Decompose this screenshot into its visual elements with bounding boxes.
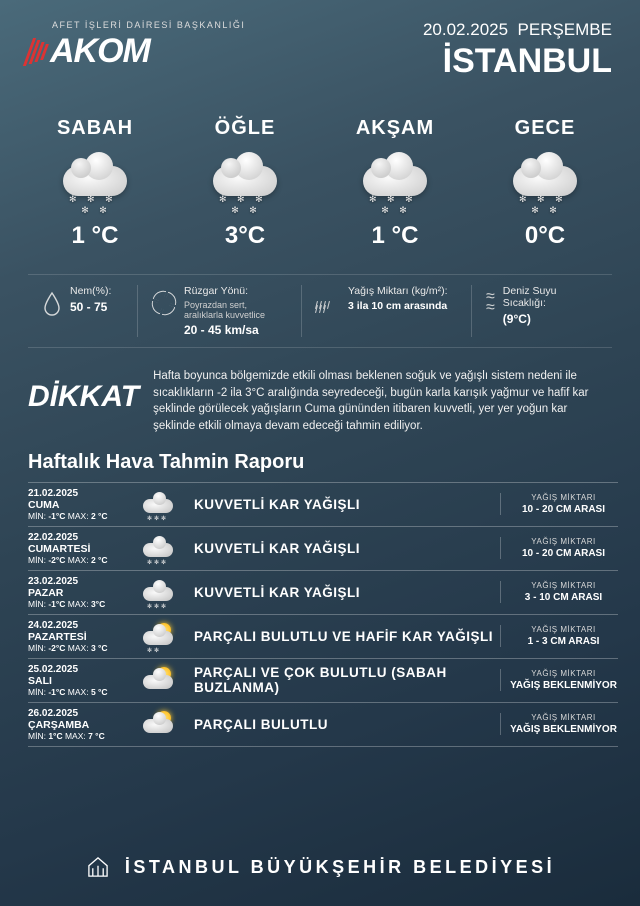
- logo: AKOM: [28, 32, 245, 71]
- cloud-snow-icon: ✻ ✻ ✻ ✻ ✻: [205, 154, 285, 210]
- logo-stripes-icon: [28, 38, 48, 66]
- dayname: PERŞEMBE: [518, 20, 612, 39]
- header: AFET İŞLERİ DAİRESİ BAŞKANLIĞI AKOM 20.0…: [0, 0, 640, 89]
- logo-block: AFET İŞLERİ DAİRESİ BAŞKANLIĞI AKOM: [28, 20, 245, 71]
- weekly-title: Haftalık Hava Tahmin Raporu: [0, 445, 640, 482]
- period-temp: 0°C: [473, 222, 617, 250]
- periods-row: SABAH ✻ ✻ ✻ ✻ ✻ 1 °CÖĞLE ✻ ✻ ✻ ✻ ✻ 3°CAK…: [0, 89, 640, 266]
- weekly-row: 25.02.2025 SALI MİN: -1°C MAX: 5 °C PARÇ…: [28, 658, 618, 702]
- cloud-snow-icon: ✻ ✻ ✻ ✻ ✻: [55, 154, 135, 210]
- date: 20.02.2025: [423, 20, 508, 39]
- weekly-weather-icon: [136, 713, 180, 735]
- humidity-label: Nem(%):: [70, 285, 111, 297]
- cloud-snow-icon: ✻ ✻ ✻ ✻ ✻: [355, 154, 435, 210]
- sea-label: Deniz Suyu Sıcaklığı:: [503, 285, 598, 309]
- wind-label: Rüzgar Yönü:: [184, 285, 287, 297]
- weekly-desc: PARÇALI BULUTLU: [180, 717, 500, 732]
- weekly-precip: YAĞIŞ MİKTARI 1 - 3 CM ARASI: [500, 625, 618, 647]
- stat-sea: ≈≈ Deniz Suyu Sıcaklığı: (9°C): [472, 285, 612, 337]
- weekly-weather-icon: ✻✻✻: [136, 537, 180, 559]
- weekly-precip: YAĞIŞ MİKTARI 10 - 20 CM ARASI: [500, 537, 618, 559]
- attention-text: Hafta boyunca bölgemizde etkili olması b…: [153, 368, 612, 435]
- weekly-date: 25.02.2025 SALI MİN: -1°C MAX: 5 °C: [28, 664, 136, 697]
- weekly-precip: YAĞIŞ MİKTARI 10 - 20 CM ARASI: [500, 493, 618, 515]
- stat-wind: Rüzgar Yönü: Poyrazdan sert, aralıklarla…: [138, 285, 302, 337]
- wind-value: 20 - 45 km/sa: [184, 323, 287, 337]
- weekly-desc: KUVVETLİ KAR YAĞIŞLI: [180, 585, 500, 600]
- weekly-desc: PARÇALI BULUTLU VE HAFİF KAR YAĞIŞLI: [180, 629, 500, 644]
- weekly-row: 21.02.2025 CUMA MİN: -1°C MAX: 2 °C ✻✻✻ …: [28, 482, 618, 526]
- weekly-precip: YAĞIŞ MİKTARI YAĞIŞ BEKLENMİYOR: [500, 669, 618, 691]
- rain-icon: [316, 291, 340, 317]
- droplet-icon: [42, 291, 62, 321]
- weekly-row: 23.02.2025 PAZAR MİN: -1°C MAX: 3°C ✻✻✻ …: [28, 570, 618, 614]
- weekly-weather-icon: ✻✻✻: [136, 493, 180, 515]
- stats-bar: Nem(%): 50 - 75 Rüzgar Yönü: Poyrazdan s…: [28, 274, 612, 348]
- ibb-logo-icon: [85, 854, 111, 880]
- city: İSTANBUL: [423, 42, 612, 81]
- period-1: ÖĞLE ✻ ✻ ✻ ✻ ✻ 3°C: [173, 117, 317, 250]
- weekly-precip: YAĞIŞ MİKTARI 3 - 10 CM ARASI: [500, 581, 618, 603]
- weekly-table: 21.02.2025 CUMA MİN: -1°C MAX: 2 °C ✻✻✻ …: [0, 482, 640, 747]
- stat-humidity: Nem(%): 50 - 75: [28, 285, 138, 337]
- logo-text: AKOM: [50, 32, 150, 71]
- weekly-desc: PARÇALI VE ÇOK BULUTLU (SABAH BUZLANMA): [180, 665, 500, 695]
- precip-value: 3 ila 10 cm arasında: [348, 300, 448, 312]
- pinwheel-icon: [152, 291, 176, 319]
- weekly-weather-icon: ✻✻: [136, 625, 180, 647]
- weekly-date: 24.02.2025 PAZARTESİ MİN: -2°C MAX: 3 °C: [28, 620, 136, 653]
- humidity-value: 50 - 75: [70, 300, 111, 314]
- weekly-precip: YAĞIŞ MİKTARI YAĞIŞ BEKLENMİYOR: [500, 713, 618, 735]
- footer-text: İSTANBUL BÜYÜKŞEHİR BELEDİYESİ: [125, 857, 555, 878]
- weekly-desc: KUVVETLİ KAR YAĞIŞLI: [180, 541, 500, 556]
- precip-label: Yağış Miktarı (kg/m²):: [348, 285, 448, 297]
- weekly-date: 23.02.2025 PAZAR MİN: -1°C MAX: 3°C: [28, 576, 136, 609]
- cloud-snow-icon: ✻ ✻ ✻ ✻ ✻: [505, 154, 585, 210]
- date-block: 20.02.2025 PERŞEMBE İSTANBUL: [423, 20, 612, 81]
- period-label: SABAH: [23, 117, 167, 140]
- period-label: GECE: [473, 117, 617, 140]
- footer: İSTANBUL BÜYÜKŞEHİR BELEDİYESİ: [0, 830, 640, 906]
- period-3: GECE ✻ ✻ ✻ ✻ ✻ 0°C: [473, 117, 617, 250]
- logo-subtitle: AFET İŞLERİ DAİRESİ BAŞKANLIĞI: [52, 20, 245, 30]
- date-line: 20.02.2025 PERŞEMBE: [423, 20, 612, 40]
- period-label: AKŞAM: [323, 117, 467, 140]
- attention-title: DİKKAT: [28, 382, 139, 412]
- weekly-date: 22.02.2025 CUMARTESİ MİN: -2°C MAX: 2 °C: [28, 532, 136, 565]
- sea-value: (9°C): [503, 312, 598, 326]
- weekly-weather-icon: ✻✻✻: [136, 581, 180, 603]
- waves-icon: ≈≈: [486, 291, 495, 316]
- weekly-row: 24.02.2025 PAZARTESİ MİN: -2°C MAX: 3 °C…: [28, 614, 618, 658]
- attention-block: DİKKAT Hafta boyunca bölgemizde etkili o…: [0, 348, 640, 445]
- period-2: AKŞAM ✻ ✻ ✻ ✻ ✻ 1 °C: [323, 117, 467, 250]
- weekly-row: 22.02.2025 CUMARTESİ MİN: -2°C MAX: 2 °C…: [28, 526, 618, 570]
- stat-precip: Yağış Miktarı (kg/m²): 3 ila 10 cm arası…: [302, 285, 472, 337]
- weekly-date: 26.02.2025 ÇARŞAMBA MİN: 1°C MAX: 7 °C: [28, 708, 136, 741]
- weekly-date: 21.02.2025 CUMA MİN: -1°C MAX: 2 °C: [28, 488, 136, 521]
- period-temp: 1 °C: [323, 222, 467, 250]
- period-label: ÖĞLE: [173, 117, 317, 140]
- weekly-row: 26.02.2025 ÇARŞAMBA MİN: 1°C MAX: 7 °C P…: [28, 702, 618, 747]
- weekly-weather-icon: [136, 669, 180, 691]
- period-temp: 1 °C: [23, 222, 167, 250]
- period-temp: 3°C: [173, 222, 317, 250]
- period-0: SABAH ✻ ✻ ✻ ✻ ✻ 1 °C: [23, 117, 167, 250]
- weekly-desc: KUVVETLİ KAR YAĞIŞLI: [180, 497, 500, 512]
- wind-sub: Poyrazdan sert, aralıklarla kuvvetlice: [184, 300, 287, 320]
